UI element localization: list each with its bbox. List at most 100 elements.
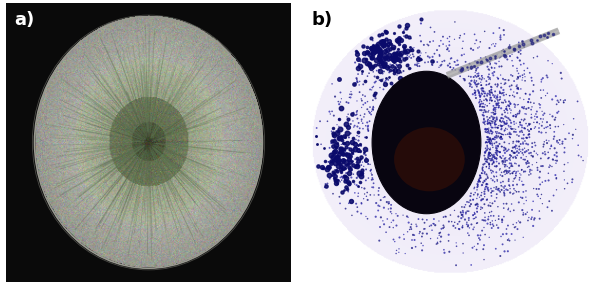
Point — [362, 120, 372, 125]
Point — [489, 107, 499, 111]
Point — [505, 172, 515, 176]
Point — [428, 63, 437, 67]
Point — [475, 104, 484, 109]
Point — [551, 173, 560, 177]
Point — [477, 183, 487, 188]
Point — [353, 150, 363, 154]
Point — [520, 146, 529, 150]
Point — [461, 211, 470, 216]
Point — [505, 184, 515, 188]
Point — [473, 194, 482, 198]
Point — [475, 91, 484, 96]
Point — [450, 60, 460, 64]
Point — [474, 90, 484, 95]
Point — [481, 127, 491, 132]
Point — [350, 82, 359, 87]
Point — [476, 93, 485, 98]
Point — [353, 124, 362, 129]
Point — [503, 132, 512, 137]
Point — [473, 180, 483, 184]
Point — [478, 183, 487, 187]
Point — [434, 231, 444, 235]
Point — [506, 209, 515, 214]
Point — [406, 36, 416, 41]
Point — [499, 123, 509, 127]
Point — [547, 209, 557, 213]
Point — [487, 65, 496, 70]
Point — [374, 189, 383, 193]
Point — [493, 153, 502, 158]
Point — [495, 91, 505, 95]
Point — [490, 155, 499, 159]
Point — [518, 196, 527, 200]
Point — [490, 93, 500, 98]
Point — [500, 140, 509, 144]
Point — [491, 170, 501, 175]
Point — [487, 129, 496, 133]
Point — [497, 218, 507, 222]
Point — [476, 101, 486, 106]
Point — [486, 176, 496, 181]
Point — [456, 66, 466, 70]
Point — [504, 179, 514, 183]
Point — [374, 186, 384, 190]
Point — [528, 154, 538, 158]
Point — [482, 144, 492, 149]
Point — [506, 101, 515, 106]
Point — [475, 90, 484, 94]
Point — [472, 196, 482, 201]
Point — [483, 135, 493, 140]
Point — [508, 64, 518, 68]
Point — [510, 105, 520, 109]
Point — [351, 141, 361, 145]
Point — [498, 91, 508, 95]
Point — [521, 121, 531, 126]
Point — [475, 108, 485, 112]
Point — [487, 131, 497, 136]
Point — [370, 80, 380, 85]
Point — [492, 157, 502, 162]
Point — [485, 220, 495, 225]
Point — [514, 111, 524, 116]
Point — [481, 97, 491, 101]
Point — [346, 95, 355, 100]
Point — [499, 133, 508, 137]
Point — [482, 143, 492, 148]
Point — [473, 88, 483, 92]
Point — [491, 156, 501, 160]
Point — [532, 160, 541, 165]
Point — [489, 159, 499, 164]
Point — [541, 130, 551, 135]
Point — [356, 201, 366, 205]
Point — [344, 146, 354, 150]
Point — [490, 125, 500, 130]
Point — [316, 142, 326, 146]
Point — [462, 200, 472, 204]
Point — [471, 89, 481, 93]
Point — [493, 82, 502, 86]
Point — [482, 115, 492, 119]
Point — [336, 166, 346, 170]
Point — [496, 137, 506, 141]
Point — [509, 90, 518, 94]
Point — [512, 83, 522, 87]
Point — [484, 217, 493, 222]
Point — [382, 200, 392, 204]
Point — [556, 71, 566, 75]
Point — [477, 197, 487, 202]
Point — [356, 163, 366, 167]
Point — [497, 220, 507, 224]
Point — [484, 117, 493, 122]
Point — [485, 77, 495, 82]
Point — [418, 231, 427, 236]
Point — [476, 83, 486, 87]
Point — [351, 137, 361, 142]
Point — [511, 176, 520, 180]
Point — [482, 187, 492, 191]
Point — [515, 176, 524, 180]
Point — [473, 192, 482, 196]
Point — [440, 58, 449, 63]
Point — [466, 194, 475, 198]
Point — [536, 96, 546, 100]
Point — [490, 121, 499, 126]
